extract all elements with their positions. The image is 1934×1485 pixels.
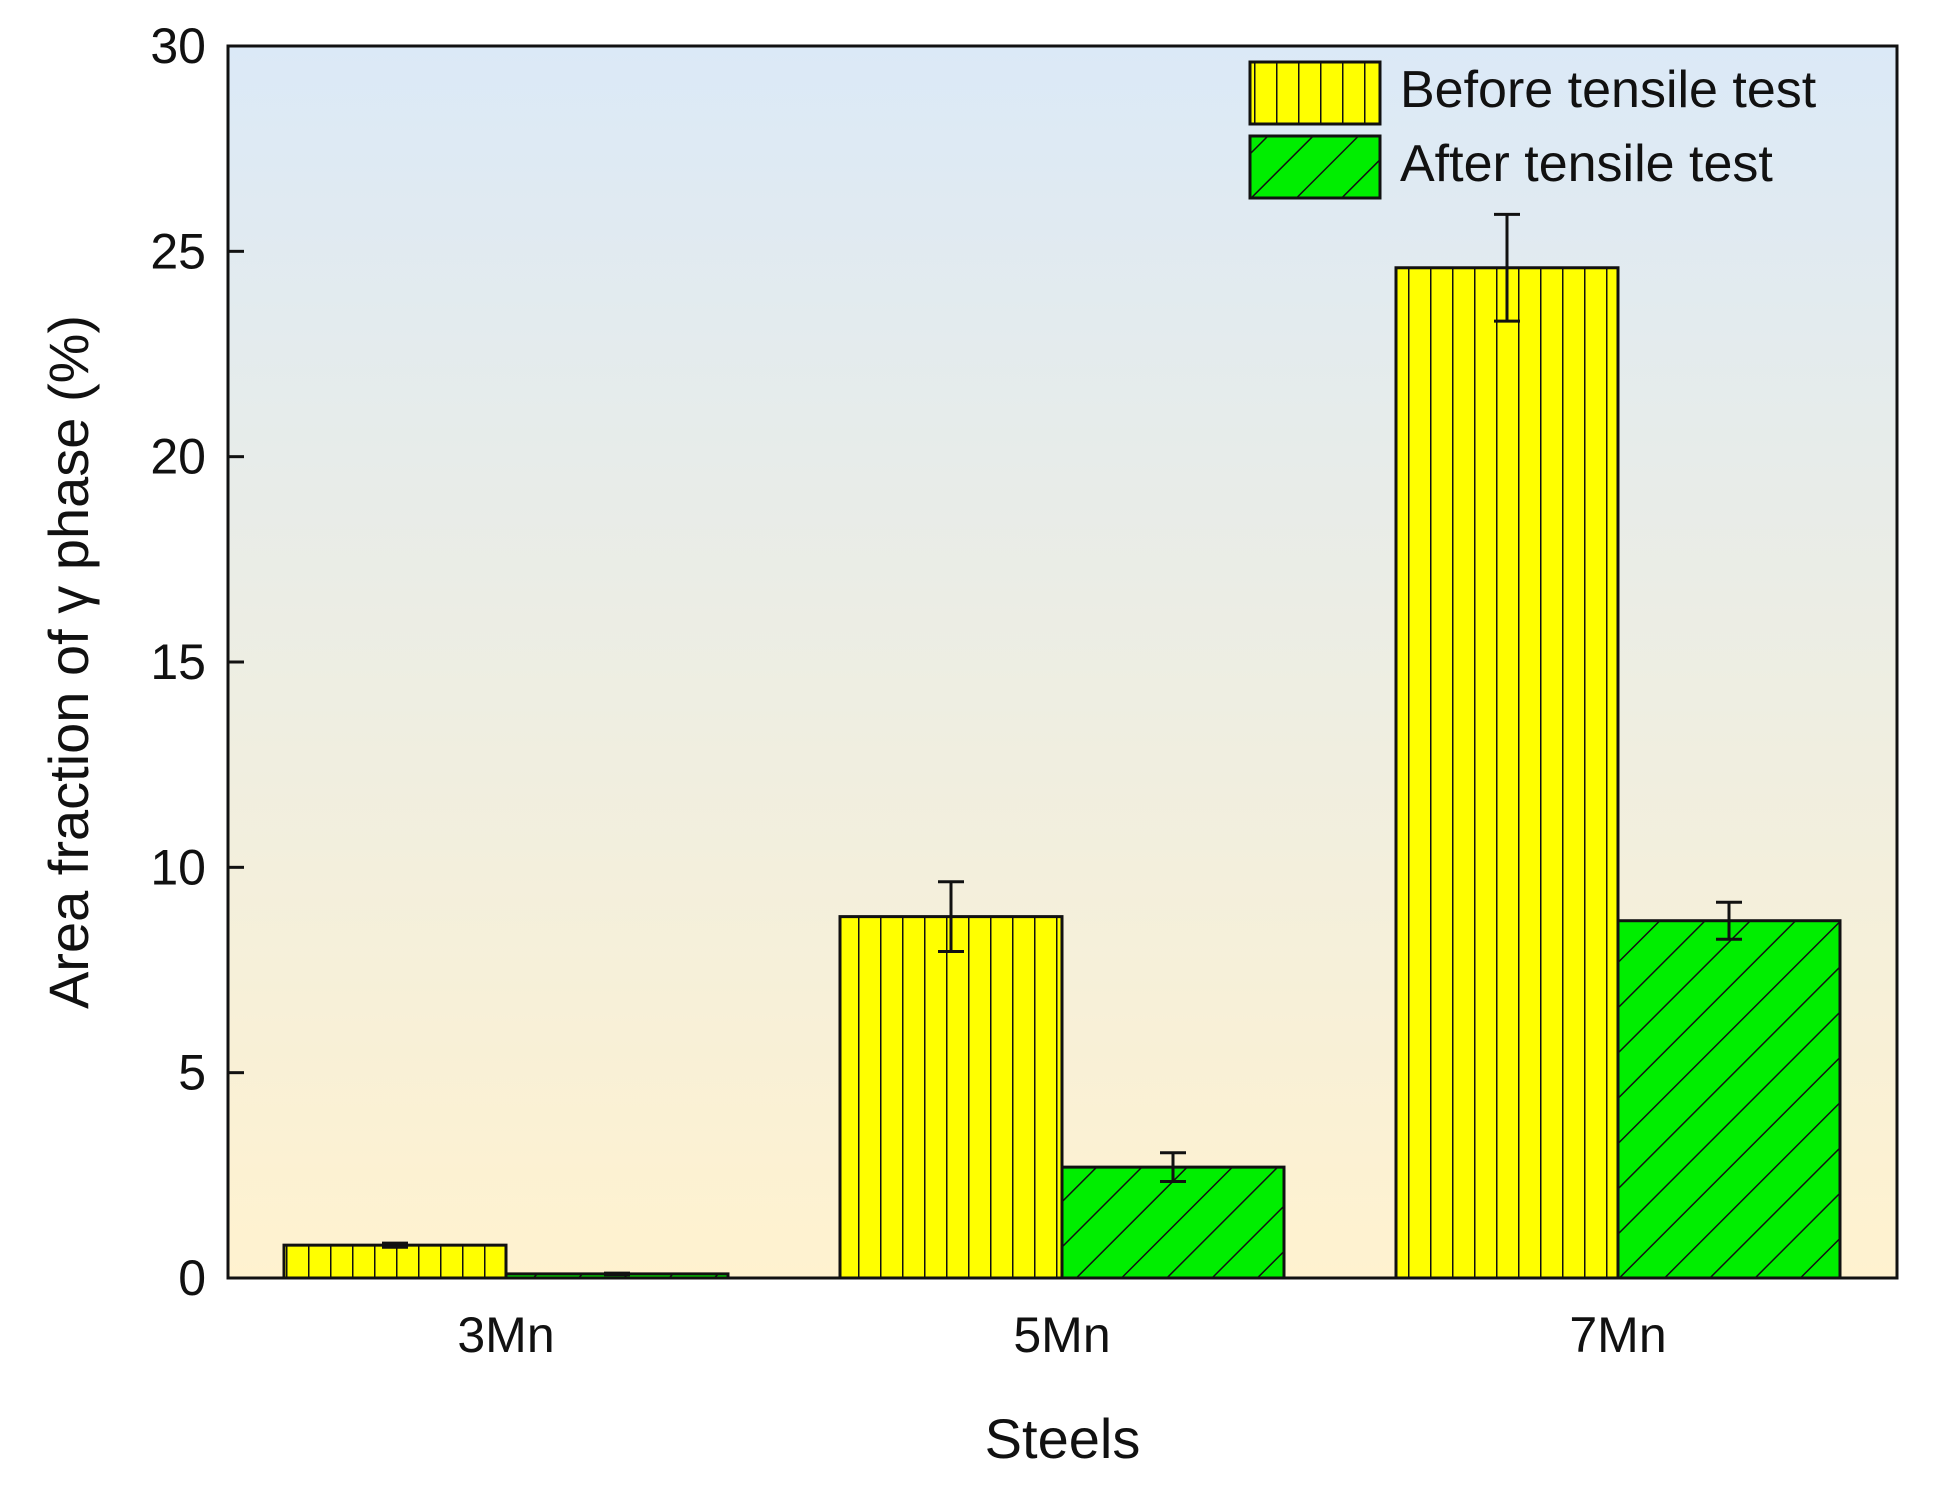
error-bar-diagonal-3Mn bbox=[604, 1271, 630, 1277]
error-bar-diagonal-7Mn bbox=[1716, 900, 1742, 941]
y-tick-label-10: 10 bbox=[150, 839, 206, 895]
x-tick-label-7Mn: 7Mn bbox=[1569, 1307, 1666, 1363]
y-tick-label-0: 0 bbox=[178, 1250, 206, 1306]
x-tick-label-3Mn: 3Mn bbox=[457, 1307, 554, 1363]
error-bar-vertical-3Mn bbox=[382, 1241, 408, 1249]
error-bar-vertical-5Mn bbox=[938, 880, 964, 954]
bar-diagonal-7Mn bbox=[1616, 919, 1842, 1280]
legend-item-diagonal: After tensile test bbox=[1248, 134, 1773, 200]
bar-vertical-5Mn bbox=[838, 915, 1064, 1280]
y-tick-label-25: 25 bbox=[150, 223, 206, 279]
bars-layer bbox=[282, 266, 1842, 1280]
legend-item-vertical: Before tensile test bbox=[1248, 60, 1817, 126]
legend-label-vertical: Before tensile test bbox=[1400, 61, 1817, 119]
bar-diagonal-5Mn bbox=[1060, 1165, 1286, 1280]
bar-vertical-7Mn bbox=[1394, 266, 1620, 1280]
legend: Before tensile test After tensile test bbox=[1248, 60, 1817, 200]
x-tick-label-5Mn: 5Mn bbox=[1013, 1307, 1110, 1363]
y-axis-title: Area fraction of γ phase (%) bbox=[37, 315, 100, 1009]
legend-label-diagonal: After tensile test bbox=[1400, 135, 1773, 193]
x-axis-title: Steels bbox=[985, 1407, 1141, 1470]
legend-swatch-vertical bbox=[1248, 60, 1382, 126]
y-tick-label-30: 30 bbox=[150, 18, 206, 74]
error-bar-diagonal-5Mn bbox=[1160, 1151, 1186, 1183]
bar-vertical-3Mn bbox=[282, 1243, 508, 1280]
y-tick-label-20: 20 bbox=[150, 429, 206, 485]
error-bars-layer bbox=[382, 212, 1742, 1277]
legend-swatch-diagonal bbox=[1248, 134, 1382, 200]
ticks-layer: 0 5 10 15 20 25 30 3Mn 5Mn 7Mn bbox=[150, 18, 1666, 1363]
y-tick-label-5: 5 bbox=[178, 1045, 206, 1101]
error-bar-vertical-7Mn bbox=[1494, 212, 1520, 323]
y-tick-label-15: 15 bbox=[150, 634, 206, 690]
